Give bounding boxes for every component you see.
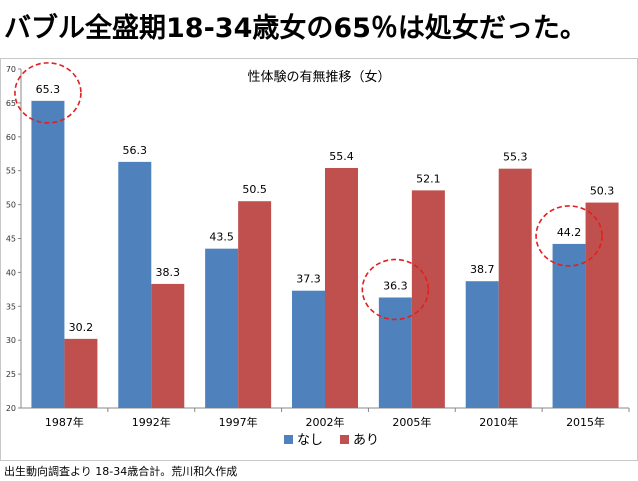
data-label: 43.5 [209,231,234,244]
highlight-circle [535,205,603,267]
x-tick-label: 2002年 [306,415,345,429]
bar-あり-1992年 [151,283,185,408]
data-label: 50.5 [242,183,267,196]
bar-あり-2010年 [498,168,532,408]
bar-あり-2002年 [325,167,358,408]
bar-あり-1997年 [238,201,272,408]
y-tick-label: 40 [6,268,16,277]
y-tick-label: 20 [6,404,16,413]
bar-なし-1987年 [31,100,65,408]
bar-なし-1992年 [118,161,152,408]
y-tick-label: 55 [6,167,16,176]
legend-swatch [340,435,349,444]
y-tick-label: 30 [6,336,16,345]
bar-あり-2005年 [411,190,445,408]
chart-title: 性体験の有無推移（女） [247,69,390,85]
y-tick-label: 60 [6,133,16,142]
legend-label: なし [297,433,323,448]
data-label: 38.7 [470,263,495,276]
data-label: 36.3 [383,279,408,292]
x-tick-label: 2010年 [479,415,518,429]
data-label: 44.2 [557,226,582,239]
y-tick-label: 35 [6,302,16,311]
legend-label: あり [353,433,379,448]
data-label: 37.3 [296,273,321,286]
x-tick-label: 1997年 [219,415,258,429]
bar-なし-2015年 [552,243,586,408]
y-tick-label: 25 [6,370,16,379]
page-headline: バブル全盛期18-34歳女の65％は処女だった。 [4,13,587,44]
data-label: 50.3 [590,185,615,198]
data-label: 52.1 [416,172,441,185]
data-label: 30.2 [69,321,94,334]
x-tick-label: 1987年 [45,415,84,429]
data-label: 55.4 [329,150,354,163]
bar-あり-1987年 [64,338,98,408]
y-tick-label: 70 [6,65,16,74]
data-label: 38.3 [156,266,181,279]
highlight-circle [361,258,430,321]
data-label: 55.3 [503,151,528,164]
bar-なし-2010年 [465,281,499,408]
y-tick-label: 50 [6,201,16,210]
data-label: 56.3 [123,144,148,157]
x-tick-label: 2005年 [392,415,431,429]
y-tick-label: 65 [6,99,16,108]
y-tick-label: 45 [6,235,16,244]
bar-なし-1997年 [205,248,239,408]
bar-なし-2005年 [378,297,412,408]
data-label: 65.3 [36,83,61,96]
bar-chart: 性体験の有無推移（女） 20 25 30 35 40 45 50 55 60 65 70 1987年 65… [6,62,630,448]
bar-なし-2002年 [292,290,325,408]
x-tick-label: 1992年 [132,415,171,429]
source-footnote: 出生動向調査より 18-34歳合計。荒川和久作成 [4,465,238,478]
chart-frame: 性体験の有無推移（女） 20 25 30 35 40 45 50 55 60 65 70 1987年 65… [0,58,638,461]
legend-swatch [284,435,293,444]
x-tick-label: 2015年 [566,415,605,429]
